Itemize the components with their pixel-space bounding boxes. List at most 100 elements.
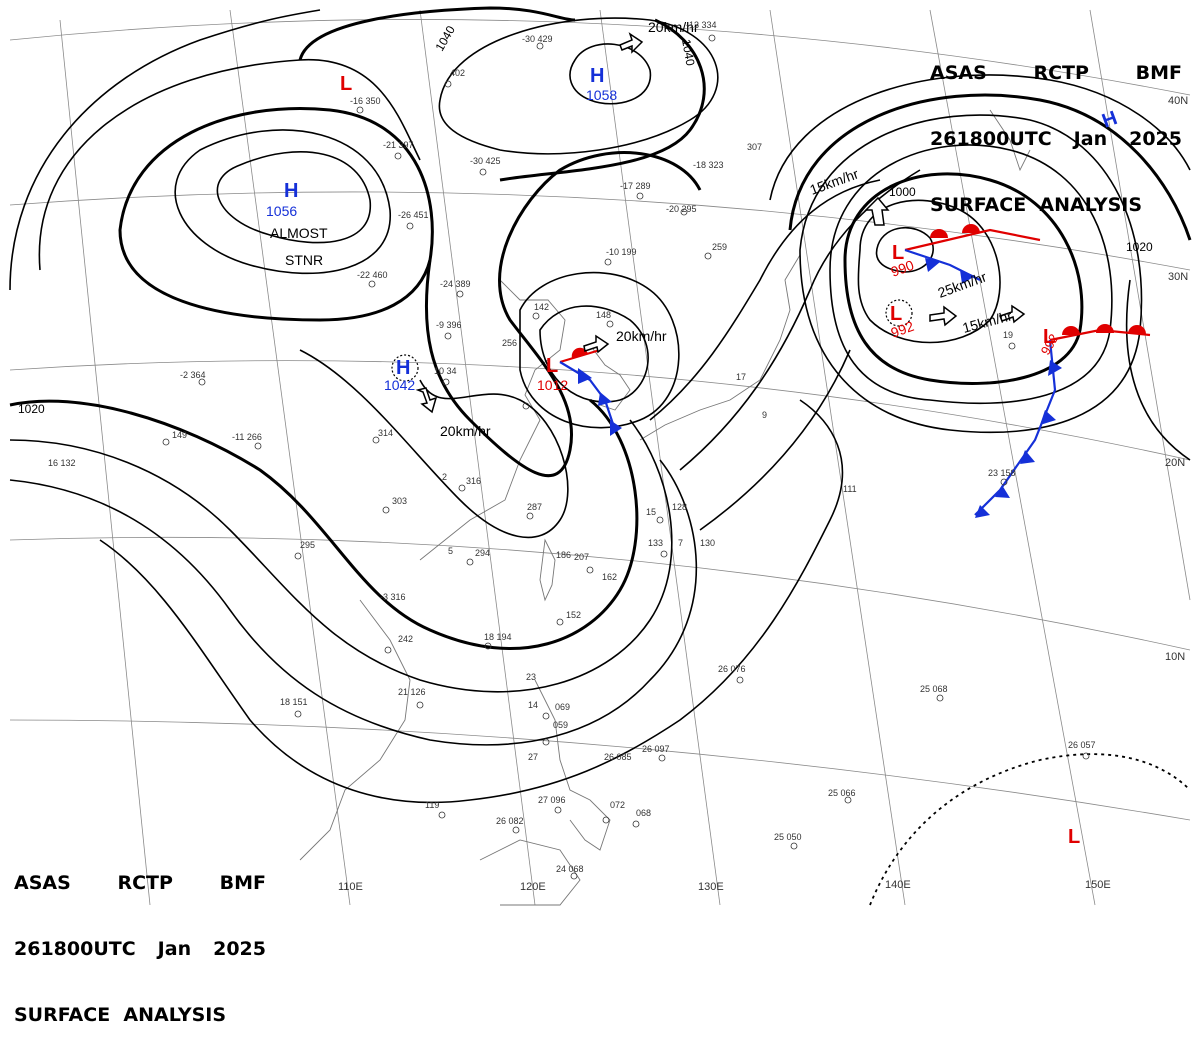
station: 256 bbox=[502, 338, 517, 348]
isobar-labels: 1040 1040 1020 1020 1000 bbox=[18, 23, 1153, 416]
station: 17 bbox=[736, 372, 746, 382]
cold-front-korea bbox=[559, 361, 617, 431]
lon-label-140e: 140E bbox=[885, 879, 911, 891]
station: -2 364 bbox=[180, 370, 206, 380]
station: 26 057 bbox=[1068, 740, 1096, 750]
isobar-h1058-inner bbox=[569, 43, 652, 105]
isobar-1040-north bbox=[298, 6, 576, 61]
station: 130 bbox=[700, 538, 715, 548]
station: 23 bbox=[526, 672, 536, 682]
station: -21 397 bbox=[383, 140, 414, 150]
isobar-east-far bbox=[1125, 279, 1191, 461]
station: 402 bbox=[450, 68, 465, 78]
station: 26 085 bbox=[604, 752, 632, 762]
station: 207 bbox=[574, 552, 589, 562]
header-region: ASAS bbox=[930, 62, 987, 84]
isobar-low1012 bbox=[539, 305, 649, 403]
arrow-low992-east bbox=[999, 304, 1026, 324]
header-line-1: ASAS RCTP BMF bbox=[930, 62, 1182, 84]
low-pressure-1012: 1012 bbox=[537, 377, 568, 393]
station: 18 151 bbox=[280, 697, 308, 707]
header-month: Jan bbox=[157, 938, 192, 960]
station: 072 bbox=[610, 800, 625, 810]
low-center-1012: L bbox=[546, 355, 558, 377]
lat-label-20n: 20N bbox=[1165, 457, 1185, 469]
isobar-1000 bbox=[857, 199, 1001, 344]
coast-philippines bbox=[534, 679, 611, 851]
parallel-0 bbox=[9, 719, 1191, 821]
header-line-1: ASAS RCTP BMF bbox=[14, 872, 266, 894]
high-center-1058: H bbox=[590, 65, 604, 87]
station: 24 068 bbox=[556, 864, 584, 874]
cold-front-east-2 bbox=[974, 339, 1057, 516]
high-pressure-1058: 1058 bbox=[586, 87, 617, 103]
isobar-outer-sea bbox=[99, 399, 844, 804]
lat-label-30n: 30N bbox=[1168, 271, 1188, 283]
isobar-h1058-outer bbox=[438, 17, 719, 155]
station: 19 bbox=[1003, 330, 1013, 340]
station: 25 068 bbox=[920, 684, 948, 694]
motion-arrows bbox=[415, 32, 1026, 414]
isobar-kuroshio-1 bbox=[649, 179, 881, 421]
station: 295 bbox=[300, 540, 315, 550]
isobar-western-4 bbox=[38, 59, 421, 271]
station: 186 bbox=[556, 550, 571, 560]
station: 26 076 bbox=[718, 664, 746, 674]
station: 27 096 bbox=[538, 795, 566, 805]
station: 162 bbox=[602, 572, 617, 582]
station: -20 295 bbox=[666, 204, 697, 214]
station: 152 bbox=[566, 610, 581, 620]
parallel-20n bbox=[9, 360, 1191, 461]
high-center-1042: H bbox=[396, 357, 410, 379]
station: -10 199 bbox=[606, 247, 637, 257]
station: 314 bbox=[378, 428, 393, 438]
station: 15 bbox=[646, 507, 656, 517]
header-code: BMF bbox=[1135, 62, 1182, 84]
station: 242 bbox=[398, 634, 413, 644]
high-pressure-1056: 1056 bbox=[266, 203, 297, 219]
low-center-992-east: L bbox=[1043, 326, 1055, 348]
low-center-992: L bbox=[890, 303, 902, 325]
station: 307 bbox=[747, 142, 762, 152]
station: -13 334 bbox=[686, 20, 717, 30]
lon-label-110e: 110E bbox=[338, 881, 363, 893]
station: 068 bbox=[636, 808, 651, 818]
parallel-10n bbox=[9, 536, 1191, 651]
station: 287 bbox=[527, 502, 542, 512]
station: -30 425 bbox=[470, 156, 501, 166]
header-year: 2025 bbox=[213, 938, 266, 960]
meridian-110e bbox=[229, 9, 351, 906]
station: 149 bbox=[172, 430, 187, 440]
low-center-se: L bbox=[1068, 826, 1080, 848]
lon-label-150e: 150E bbox=[1085, 879, 1111, 891]
header-title: SURFACE ANALYSIS bbox=[930, 194, 1143, 216]
meridian-120e bbox=[419, 9, 536, 906]
arrow-low992 bbox=[929, 305, 958, 327]
station: 119 bbox=[425, 800, 439, 810]
almost-stnr-label-2: STNR bbox=[285, 252, 323, 268]
station: 9 bbox=[762, 410, 767, 420]
fronts bbox=[559, 224, 1151, 518]
station: 16 132 bbox=[48, 458, 76, 468]
station: 23 158 bbox=[988, 468, 1016, 478]
station: 128 bbox=[672, 502, 687, 512]
station: 27 bbox=[528, 752, 538, 762]
station: -30 429 bbox=[522, 34, 553, 44]
station: 259 bbox=[712, 242, 727, 252]
header-year: 2025 bbox=[1129, 128, 1182, 150]
parallel-30n bbox=[9, 191, 1191, 271]
isobar-label-1040-east: 1040 bbox=[679, 38, 697, 67]
station: 303 bbox=[392, 496, 407, 506]
station: -22 460 bbox=[357, 270, 388, 280]
isobar-low-ring-3 bbox=[829, 144, 1113, 405]
isobar-label-1020-west: 1020 bbox=[18, 402, 45, 416]
arrow-h1042 bbox=[415, 387, 438, 414]
low-center-nw: L bbox=[340, 73, 352, 95]
meridian-130e bbox=[599, 9, 721, 906]
lat-label-10n: 10N bbox=[1165, 651, 1185, 663]
isobar-1020-west bbox=[9, 398, 639, 651]
isobar-1040-west bbox=[118, 107, 434, 322]
low-pressure-990: 990 bbox=[889, 257, 917, 280]
lon-label-120e: 120E bbox=[520, 881, 546, 893]
coast-china bbox=[419, 279, 566, 561]
